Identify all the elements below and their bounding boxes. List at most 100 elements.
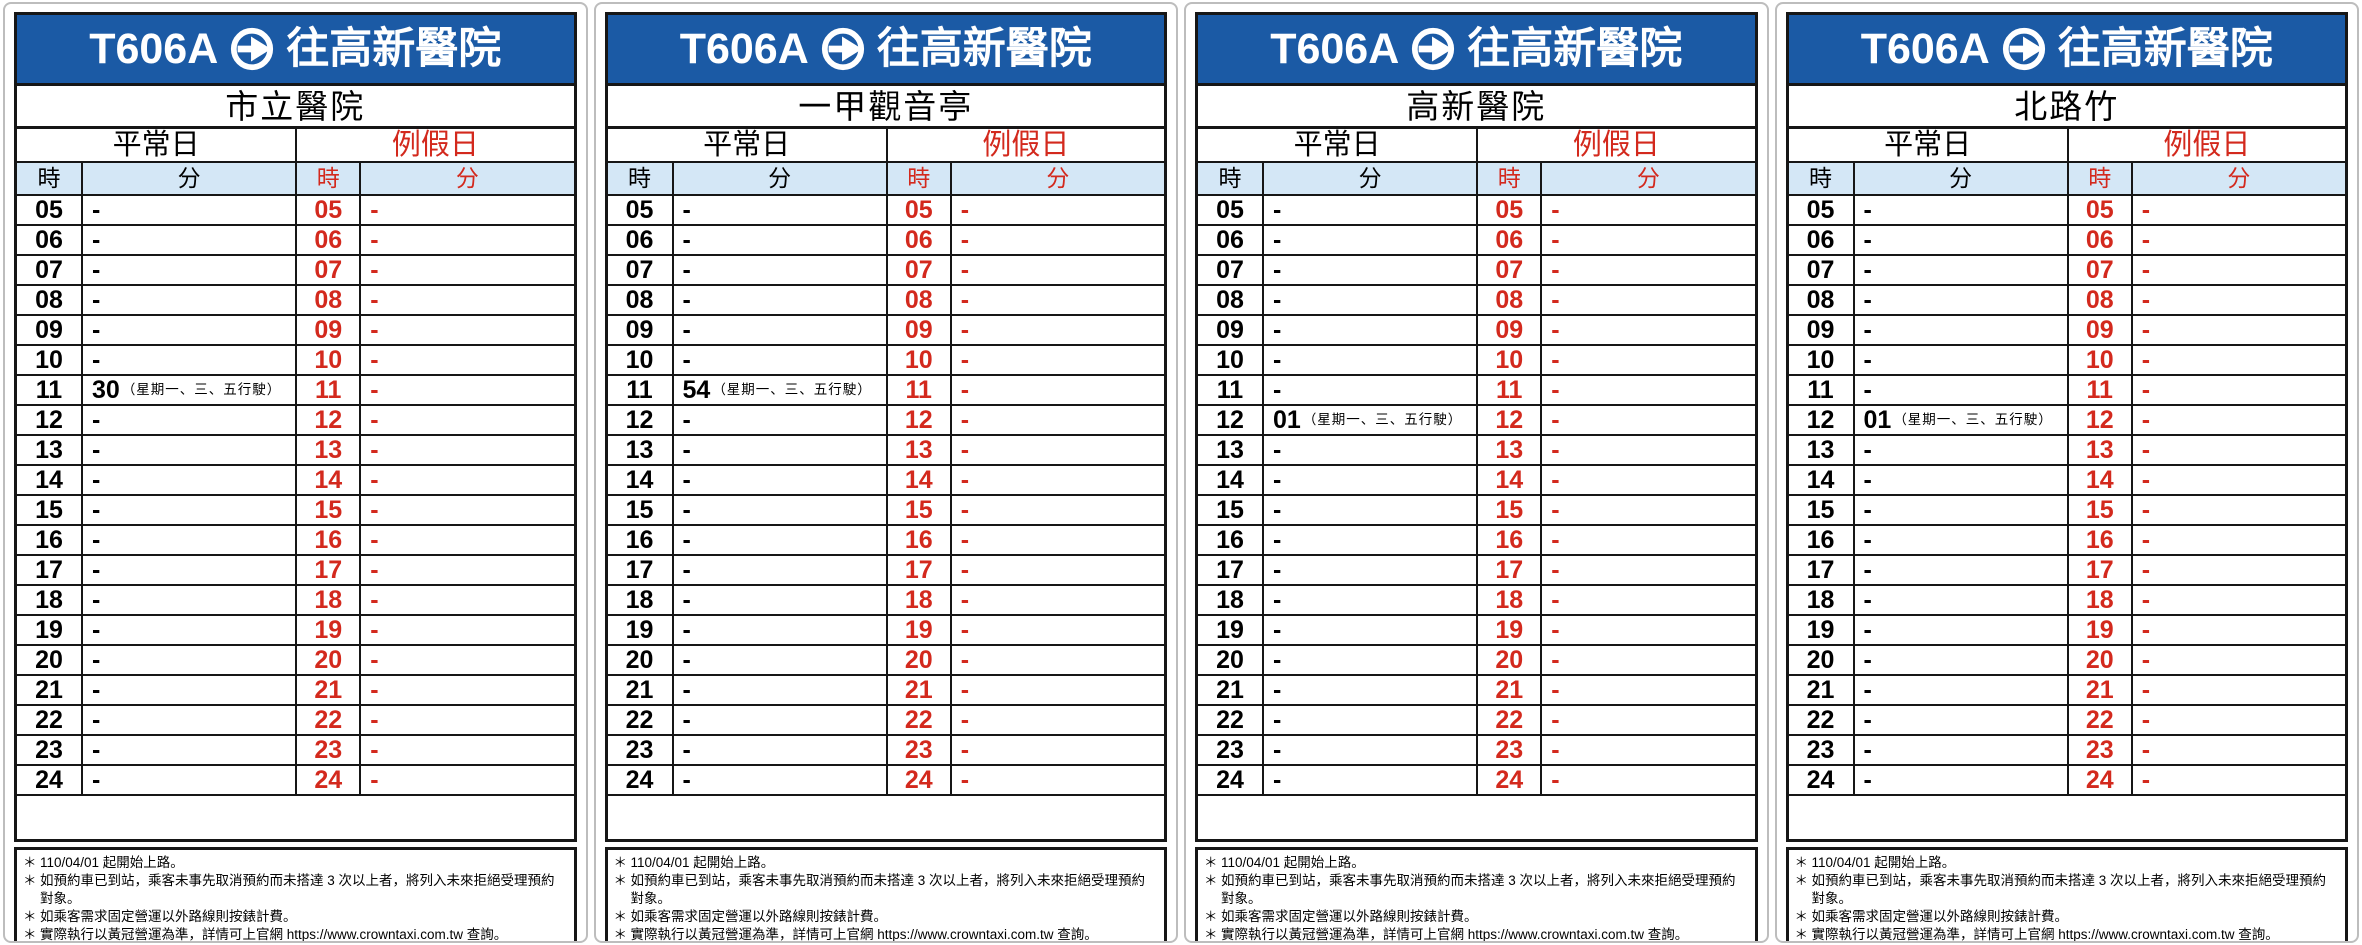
holiday-minute-cell: - <box>1540 496 1754 524</box>
table-row: 06-06- <box>607 224 1164 254</box>
table-row: 06-06- <box>1198 224 1755 254</box>
holiday-minute-cell: - <box>2130 376 2345 404</box>
note-text: 實際執行以黃冠營運為準，詳情可上官網 https://www.crowntaxi… <box>1811 927 2279 943</box>
holiday-minute-cell: - <box>359 766 573 794</box>
weekday-minute-cell: - <box>1262 496 1476 524</box>
day-type-header-row: 平常日 例假日 <box>1788 126 2345 161</box>
minute-value: - <box>92 466 101 494</box>
weekday-hour-cell: 22 <box>35 705 63 734</box>
holiday-hour-cell: 23 <box>1476 736 1540 764</box>
weekday-minute-cell: 01 （星期一、三、五行駛） <box>1262 406 1476 434</box>
weekday-hour-cell: 22 <box>1216 705 1244 734</box>
weekday-minute-cell: - <box>1852 736 2067 764</box>
weekday-minute-cell: - <box>1852 226 2067 254</box>
weekday-hour-cell: 11 <box>35 375 63 404</box>
weekday-hour-cell: 18 <box>1216 585 1244 614</box>
minute-col-header-holiday: 分 <box>949 163 1164 194</box>
holiday-minute-cell: - <box>949 436 1164 464</box>
weekday-minute-cell: - <box>1852 316 2067 344</box>
holiday-minute-cell: - <box>1540 736 1754 764</box>
holiday-minute-cell: - <box>1540 466 1754 494</box>
holiday-hour-cell: 20 <box>2066 646 2131 674</box>
weekday-header: 平常日 <box>1293 128 1381 161</box>
minute-value: 01 <box>1863 406 1892 434</box>
weekday-minute-cell: - <box>81 436 295 464</box>
holiday-minute-cell: - <box>949 706 1164 734</box>
minute-value: - <box>92 556 101 584</box>
note-item: ＊實際執行以黃冠營運為準，詳情可上官網 https://www.crowntax… <box>1794 926 2339 943</box>
route-code: T606A <box>89 24 219 73</box>
holiday-minute-cell: - <box>2130 586 2345 614</box>
holiday-minute-cell: - <box>2130 736 2345 764</box>
weekday-minute-cell: - <box>671 466 886 494</box>
weekday-minute-cell: - <box>81 496 295 524</box>
weekday-minute-cell: - <box>1262 466 1476 494</box>
timetable-body: 05-05-06-06-07-07-08-08-09-09-10-10-11-1… <box>1788 194 2345 794</box>
minute-value: - <box>92 286 101 314</box>
table-row: 08-08- <box>17 284 574 314</box>
note-bullet: ＊ <box>1794 927 1809 943</box>
note-text: 110/04/01 起開始上路。 <box>1811 855 1956 870</box>
weekday-hour-cell: 19 <box>1216 615 1244 644</box>
holiday-hour-cell: 13 <box>885 436 950 464</box>
holiday-minute-cell: - <box>949 736 1164 764</box>
holiday-hour-cell: 23 <box>2066 736 2131 764</box>
minute-value: - <box>1863 676 1872 704</box>
weekday-hour-cell: 21 <box>35 675 63 704</box>
weekday-hour-cell: 20 <box>35 645 63 674</box>
weekday-minute-cell: - <box>1852 196 2067 224</box>
timetable-body: 05-05-06-06-07-07-08-08-09-09-10-10-11 30… <box>17 194 574 794</box>
table-row: 14-14- <box>607 464 1164 494</box>
holiday-minute-cell: - <box>359 226 573 254</box>
holiday-minute-cell: - <box>949 616 1164 644</box>
note-text: 實際執行以黃冠營運為準，詳情可上官網 https://www.crowntaxi… <box>40 927 508 943</box>
column-header-row: 時 分 時 分 <box>607 161 1164 194</box>
minute-value: - <box>92 676 101 704</box>
weekday-hour-cell: 06 <box>1806 225 1835 254</box>
table-row: 11 30 （星期一、三、五行駛） 11- <box>17 374 574 404</box>
table-row: 16-16- <box>1788 524 2345 554</box>
route-code: T606A <box>1270 24 1400 73</box>
holiday-minute-cell: - <box>359 586 573 614</box>
note-bullet: ＊ <box>613 927 628 943</box>
weekday-hour-cell: 17 <box>35 555 63 584</box>
weekday-minute-cell: - <box>1852 616 2067 644</box>
holiday-minute-cell: - <box>2130 766 2345 794</box>
holiday-minute-cell: - <box>2130 676 2345 704</box>
table-row: 12-12- <box>607 404 1164 434</box>
weekday-minute-cell: - <box>81 556 295 584</box>
note-item: ＊實際執行以黃冠營運為準，詳情可上官網 https://www.crowntax… <box>1204 926 1748 941</box>
minute-col-header-holiday: 分 <box>2130 163 2345 194</box>
minute-value: - <box>1863 556 1872 584</box>
holiday-header: 例假日 <box>885 129 1164 161</box>
weekday-hour-cell: 23 <box>35 735 63 764</box>
minute-value: - <box>682 256 691 284</box>
table-row: 14-14- <box>1198 464 1755 494</box>
minute-col-header-holiday: 分 <box>359 163 573 194</box>
weekday-minute-cell: - <box>81 526 295 554</box>
table-row: 11-11- <box>1788 374 2345 404</box>
minute-value: - <box>682 616 691 644</box>
minute-col-header-holiday: 分 <box>1540 163 1754 194</box>
weekday-minute-cell: - <box>81 616 295 644</box>
holiday-hour-cell: 20 <box>295 646 359 674</box>
minute-value: - <box>1863 616 1872 644</box>
day-type-header-row: 平常日 例假日 <box>17 126 574 161</box>
holiday-hour-cell: 11 <box>2066 376 2131 404</box>
minute-value: - <box>92 406 101 434</box>
minute-value: - <box>682 646 691 674</box>
weekday-hour-cell: 07 <box>1806 255 1835 284</box>
table-row: 17-17- <box>1788 554 2345 584</box>
note-item: ＊如預約車已到站，乘客未事先取消預約而未搭達 3 次以上者，將列入未來拒絕受理預… <box>1204 872 1748 908</box>
holiday-minute-cell: - <box>949 646 1164 674</box>
holiday-hour-cell: 16 <box>885 526 950 554</box>
weekday-hour-cell: 15 <box>1216 495 1244 524</box>
weekday-hour-cell: 23 <box>625 735 654 764</box>
holiday-minute-cell: - <box>2130 646 2345 674</box>
table-row: 05-05- <box>17 194 574 224</box>
weekday-hour-cell: 20 <box>625 645 654 674</box>
weekday-minute-cell: - <box>1262 676 1476 704</box>
weekday-hour-cell: 11 <box>626 375 653 404</box>
holiday-minute-cell: - <box>1540 556 1754 584</box>
route-header: T606A 往高新醫院 <box>607 15 1164 83</box>
